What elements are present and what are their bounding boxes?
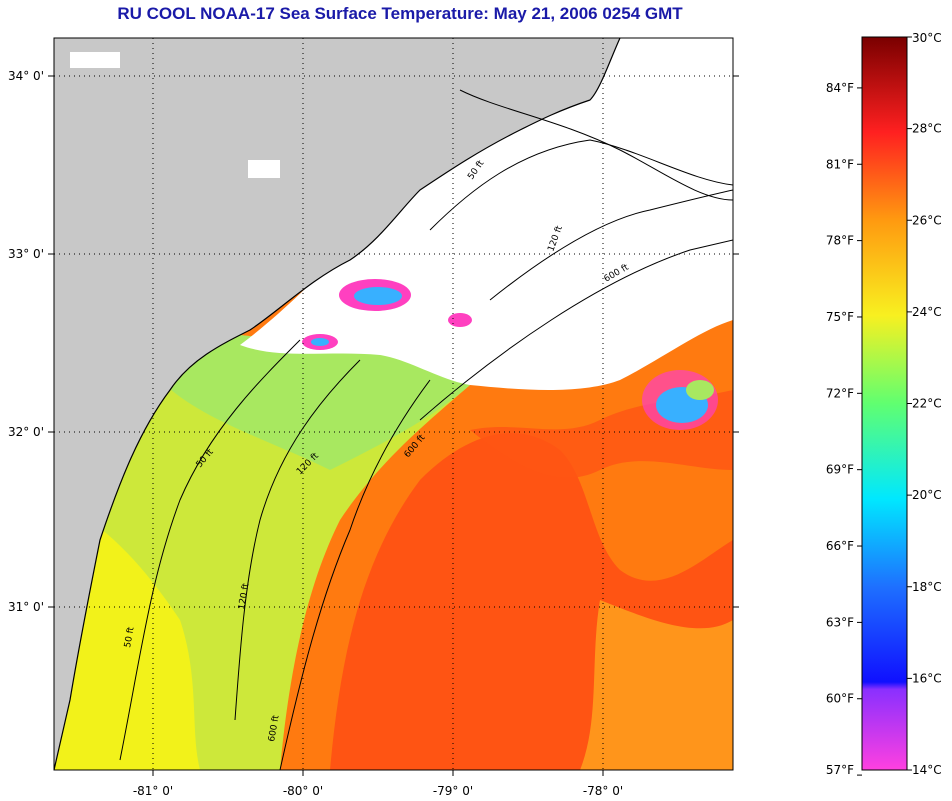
colorbar-celsius-ticks: 30°C 28°C 26°C 24°C 22°C 20°C 18°C 16°C 14°C xyxy=(907,31,942,777)
colorbar-f-label: 78°F xyxy=(826,234,854,248)
contour-label-600ft-3: 600 ft xyxy=(267,714,282,742)
colorbar-c-label: 30°C xyxy=(912,31,942,45)
lat-label-31: 31° 0' xyxy=(8,600,44,614)
colorbar-c-label: 26°C xyxy=(912,213,942,227)
temperature-colorbar xyxy=(861,36,908,771)
lat-label-34: 34° 0' xyxy=(8,69,44,83)
colorbar-fahrenheit-ticks: 84°F 81°F 78°F 75°F 72°F 69°F 66°F 63°F 60°F 57°F xyxy=(826,81,862,777)
colorbar-f-label: 75°F xyxy=(826,310,854,324)
map-border xyxy=(53,37,734,771)
map-title: RU COOL NOAA-17 Sea Surface Temperature:… xyxy=(117,4,683,23)
colorbar-f-label: 57°F xyxy=(826,763,854,777)
map-imagery: 50 ft 120 ft 600 ft 600 ft 120 ft 50 ft … xyxy=(54,38,733,770)
lat-label-33: 33° 0' xyxy=(8,247,44,261)
colorbar-c-label: 16°C xyxy=(912,671,942,685)
lon-label-80: -80° 0' xyxy=(283,784,323,798)
lon-label-81: -81° 0' xyxy=(133,784,173,798)
colorbar-c-label: 22°C xyxy=(912,397,942,411)
colorbar-c-label: 28°C xyxy=(912,122,942,136)
colorbar-c-label: 24°C xyxy=(912,305,942,319)
colorbar-f-label: 84°F xyxy=(826,81,854,95)
colorbar-c-label: 18°C xyxy=(912,580,942,594)
colorbar-f-label: 72°F xyxy=(826,386,854,400)
contour-label-50ft-3: 50 ft xyxy=(123,626,137,649)
colorbar-f-label: 60°F xyxy=(826,692,854,706)
colorbar-c-label: 20°C xyxy=(912,488,942,502)
colorbar-f-label: 63°F xyxy=(826,615,854,629)
colorbar-c-label: 14°C xyxy=(912,763,942,777)
lat-label-32: 32° 0' xyxy=(8,425,44,439)
colorbar-f-label: 69°F xyxy=(826,463,854,477)
lon-label-78: -78° 0' xyxy=(583,784,623,798)
contour-label-120ft-3: 120 ft xyxy=(237,582,252,610)
lon-label-79: -79° 0' xyxy=(433,784,473,798)
colorbar-f-label: 81°F xyxy=(826,157,854,171)
colorbar-f-label: 66°F xyxy=(826,539,854,553)
map-ticks xyxy=(48,75,739,776)
